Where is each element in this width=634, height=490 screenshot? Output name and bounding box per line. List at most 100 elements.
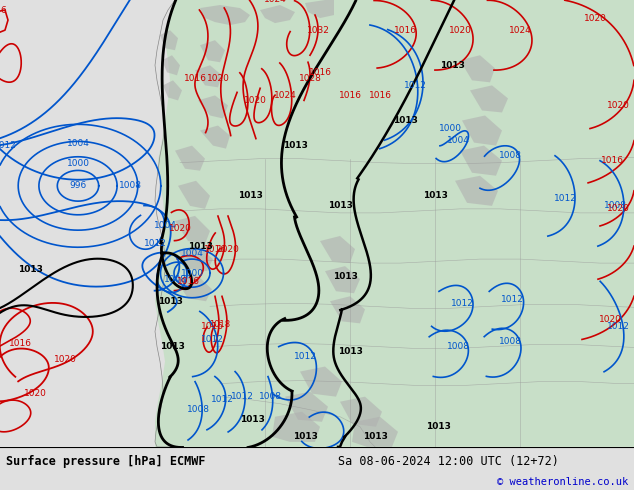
Text: 1012: 1012	[404, 81, 427, 90]
Text: Sa 08-06-2024 12:00 UTC (12+72): Sa 08-06-2024 12:00 UTC (12+72)	[338, 455, 559, 468]
Text: 1000: 1000	[181, 269, 204, 278]
Text: © weatheronline.co.uk: © weatheronline.co.uk	[497, 477, 628, 487]
Text: 1008: 1008	[186, 405, 209, 414]
Text: 1013: 1013	[328, 201, 353, 210]
Polygon shape	[305, 0, 334, 18]
Text: 6: 6	[0, 5, 6, 15]
Polygon shape	[175, 216, 210, 244]
Text: 1020: 1020	[598, 315, 621, 324]
Text: 1020: 1020	[607, 101, 630, 110]
Text: 1032: 1032	[307, 25, 330, 35]
Polygon shape	[178, 246, 213, 271]
Text: 1013: 1013	[337, 347, 363, 356]
Text: 1016: 1016	[600, 156, 623, 165]
Text: 1004: 1004	[446, 136, 469, 145]
Text: 1012: 1012	[0, 141, 16, 150]
Text: 1016: 1016	[394, 25, 417, 35]
Text: 1012: 1012	[143, 239, 167, 247]
Text: 1018: 1018	[209, 320, 231, 329]
Polygon shape	[460, 55, 495, 82]
Text: 1024: 1024	[508, 25, 531, 35]
Polygon shape	[272, 412, 320, 442]
Text: 1016: 1016	[309, 68, 332, 77]
Text: 1020: 1020	[217, 245, 240, 253]
Text: 1013: 1013	[423, 191, 448, 200]
Text: 1012: 1012	[210, 395, 233, 404]
Polygon shape	[460, 146, 502, 176]
Text: 1012: 1012	[553, 195, 576, 203]
Text: 1020: 1020	[23, 389, 46, 398]
Polygon shape	[178, 181, 210, 209]
Text: 1008: 1008	[604, 201, 626, 210]
Polygon shape	[320, 236, 355, 263]
Text: 1012: 1012	[501, 295, 524, 304]
Polygon shape	[163, 80, 182, 100]
Text: 1013: 1013	[333, 271, 358, 281]
Text: 1008: 1008	[119, 181, 141, 190]
Text: 1013: 1013	[283, 141, 307, 150]
Text: 1012: 1012	[200, 335, 223, 344]
Text: 1020: 1020	[53, 355, 77, 364]
Text: 1024: 1024	[264, 0, 287, 4]
Text: 1012: 1012	[607, 322, 630, 331]
Text: 1000: 1000	[67, 159, 89, 168]
Text: 1020: 1020	[169, 224, 191, 233]
Text: 1008: 1008	[446, 342, 470, 351]
Text: 1004: 1004	[67, 139, 89, 148]
Text: 1013: 1013	[439, 61, 465, 70]
Polygon shape	[160, 30, 178, 50]
Text: 1016: 1016	[204, 245, 226, 253]
Text: 1013: 1013	[158, 297, 183, 306]
Text: 1000: 1000	[439, 124, 462, 133]
Polygon shape	[300, 367, 342, 397]
Text: 1016: 1016	[339, 91, 361, 100]
Text: 1024: 1024	[274, 91, 296, 100]
Polygon shape	[285, 392, 328, 422]
Polygon shape	[200, 40, 225, 62]
Polygon shape	[198, 96, 228, 119]
Text: 1016: 1016	[176, 277, 200, 286]
Polygon shape	[462, 116, 502, 146]
Text: 1020: 1020	[607, 204, 630, 213]
Polygon shape	[330, 296, 365, 323]
Text: 1012: 1012	[294, 352, 316, 361]
Text: 1008: 1008	[164, 275, 186, 284]
Text: 1013: 1013	[238, 191, 262, 200]
Polygon shape	[195, 65, 222, 87]
Text: 1004: 1004	[153, 221, 176, 230]
Polygon shape	[155, 0, 634, 447]
Polygon shape	[260, 5, 295, 23]
Polygon shape	[175, 146, 205, 171]
Text: 1004: 1004	[181, 248, 204, 258]
Text: 1013: 1013	[188, 242, 212, 250]
Text: 1012: 1012	[231, 392, 254, 401]
Polygon shape	[352, 417, 398, 447]
Text: 1008: 1008	[498, 151, 522, 160]
Polygon shape	[200, 5, 250, 25]
Text: 1013: 1013	[392, 116, 417, 125]
Text: 1020: 1020	[583, 14, 607, 23]
Polygon shape	[175, 274, 212, 301]
Polygon shape	[470, 85, 508, 113]
Text: 1016: 1016	[368, 91, 392, 100]
Text: 1028: 1028	[299, 74, 321, 83]
Text: 1013: 1013	[363, 432, 387, 441]
Text: 996: 996	[69, 181, 87, 190]
Text: 1012: 1012	[451, 299, 474, 308]
Polygon shape	[455, 176, 498, 206]
Text: 1020: 1020	[207, 74, 230, 83]
Text: 1008: 1008	[259, 392, 281, 401]
Text: Surface pressure [hPa] ECMWF: Surface pressure [hPa] ECMWF	[6, 455, 205, 468]
Text: 1013: 1013	[425, 422, 450, 431]
Text: 1013: 1013	[18, 265, 42, 273]
Polygon shape	[200, 125, 230, 148]
Text: 1020: 1020	[243, 96, 266, 105]
Polygon shape	[162, 55, 180, 75]
Text: 1013: 1013	[240, 415, 264, 424]
Polygon shape	[340, 397, 382, 427]
Text: 1013: 1013	[292, 432, 318, 441]
Text: 1020: 1020	[449, 25, 472, 35]
Text: 1016: 1016	[200, 322, 224, 331]
Polygon shape	[325, 266, 360, 293]
Text: 1016: 1016	[8, 339, 32, 348]
